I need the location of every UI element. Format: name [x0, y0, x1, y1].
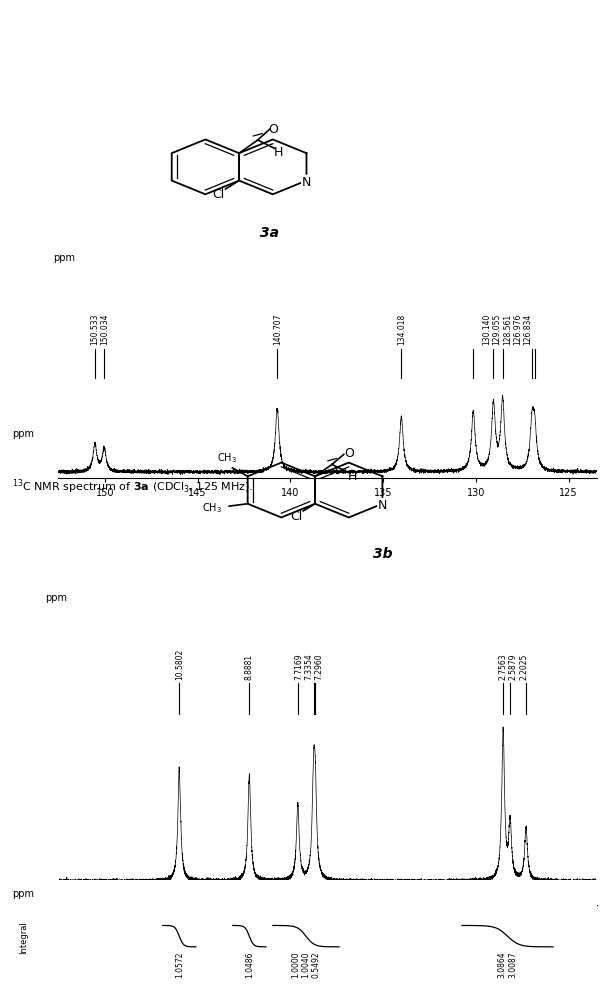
X-axis label: ppm: ppm: [315, 927, 340, 937]
Text: 3a: 3a: [260, 226, 279, 241]
Text: H: H: [348, 470, 357, 483]
Text: 3.0864
3.0087: 3.0864 3.0087: [498, 951, 517, 977]
Text: 3b: 3b: [373, 546, 392, 561]
Text: Integral: Integral: [19, 920, 28, 952]
Text: ppm: ppm: [53, 252, 75, 262]
Text: CH$_3$: CH$_3$: [202, 501, 222, 515]
Text: 140.707: 140.707: [273, 314, 282, 345]
Text: 130.140
129.055
128.561
126.976
126.834: 130.140 129.055 128.561 126.976 126.834: [482, 314, 533, 345]
Text: N: N: [378, 499, 387, 512]
Text: Cl: Cl: [290, 510, 303, 523]
Text: 1.0000
1.0040
0.5492: 1.0000 1.0040 0.5492: [291, 951, 321, 977]
Text: ppm: ppm: [12, 429, 34, 439]
Text: H: H: [274, 146, 284, 159]
Text: $^{13}$C NMR spectrum of $\mathbf{3a}$ (CDCl$_3$, 125 MHz).: $^{13}$C NMR spectrum of $\mathbf{3a}$ (…: [12, 477, 253, 495]
Text: ppm: ppm: [45, 593, 66, 602]
Text: 2.7563
2.5879
2.2025: 2.7563 2.5879 2.2025: [498, 653, 528, 679]
Text: O: O: [269, 122, 279, 135]
Text: ppm: ppm: [12, 887, 34, 898]
Text: 8.8881: 8.8881: [245, 653, 254, 679]
Text: O: O: [344, 447, 354, 459]
Text: 7.7169
7.3354
7.2960: 7.7169 7.3354 7.2960: [294, 653, 323, 679]
Text: 1.0572: 1.0572: [175, 951, 184, 976]
Text: Cl: Cl: [213, 188, 225, 201]
Text: N: N: [302, 176, 311, 189]
Text: 1.0486: 1.0486: [245, 951, 254, 976]
Text: 150.533
150.034: 150.533 150.034: [90, 314, 109, 345]
Text: CH$_3$: CH$_3$: [217, 451, 237, 464]
Text: 10.5802: 10.5802: [175, 648, 184, 679]
Text: 134.018: 134.018: [397, 314, 406, 345]
